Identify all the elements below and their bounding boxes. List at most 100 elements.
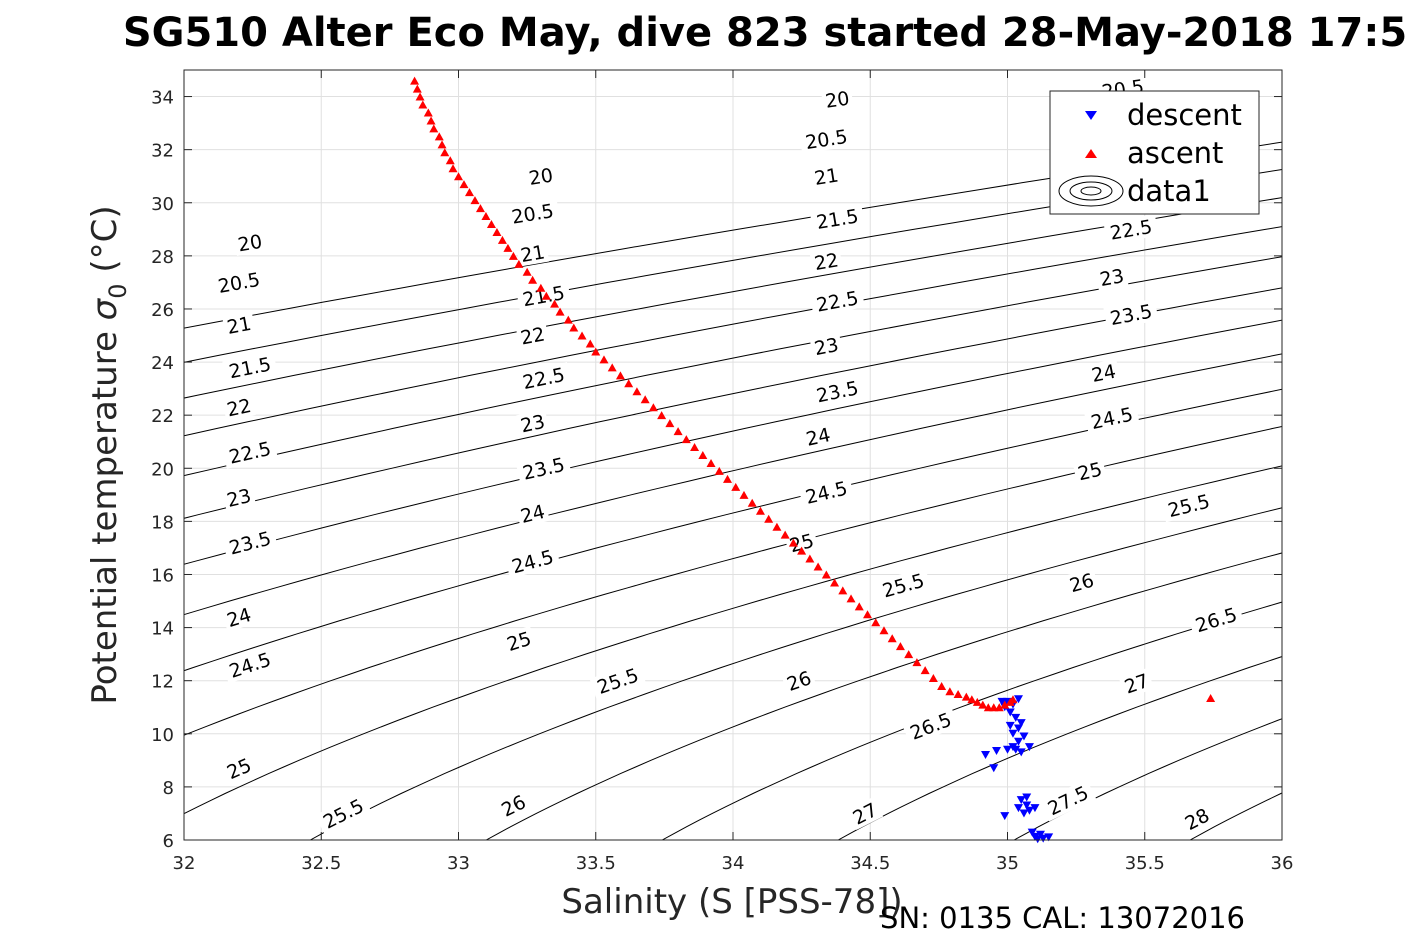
ascent-point xyxy=(937,682,947,690)
contour-label-bg xyxy=(220,752,258,785)
ascent-point xyxy=(920,666,930,675)
ascent-point xyxy=(945,687,955,696)
contour-label-bg xyxy=(781,665,817,697)
y-tick-label: 12 xyxy=(151,672,174,693)
contour-line xyxy=(184,141,1282,329)
contour-label-bg xyxy=(221,602,257,632)
contour-label: 22 xyxy=(813,249,841,275)
ascent-point xyxy=(410,76,420,85)
contour-label-group: 23 xyxy=(1095,263,1129,291)
ascent-point xyxy=(503,243,513,252)
contour-label: 22 xyxy=(519,323,547,349)
ascent-point xyxy=(821,570,831,579)
chart-title: SG510 Alter Eco May, dive 823 started 28… xyxy=(123,10,1407,56)
contour-label-bg xyxy=(515,239,550,267)
legend-ascent-marker xyxy=(1085,149,1097,158)
ascent-point xyxy=(813,562,823,571)
ascent-point xyxy=(412,84,422,93)
contour-label-group: 22.5 xyxy=(1103,214,1159,245)
contour-label-bg xyxy=(1064,567,1100,598)
contour-label-bg xyxy=(809,203,865,234)
contour-label: 22 xyxy=(225,395,253,422)
contour-label-bg xyxy=(515,321,550,350)
ascent-point xyxy=(1008,695,1018,704)
series-ascent xyxy=(410,76,1216,712)
ascent-point xyxy=(690,443,700,452)
y-tick-label: 26 xyxy=(151,300,174,321)
descent-point xyxy=(1013,804,1023,813)
ascent-point xyxy=(577,331,587,340)
x-tick-label: 33.5 xyxy=(576,853,616,874)
ascent-point xyxy=(569,323,579,332)
x-tick-label: 36 xyxy=(1271,853,1294,874)
descent-point xyxy=(989,764,999,773)
descent-point xyxy=(1035,830,1045,839)
ascent-point xyxy=(706,458,716,467)
series-descent xyxy=(981,695,1054,844)
y-tick-label: 30 xyxy=(151,194,174,215)
ascent-point xyxy=(739,490,749,499)
contour-label-group: 20 xyxy=(233,229,267,257)
contour-line xyxy=(184,319,1282,565)
contour-label-bg xyxy=(221,483,257,512)
ascent-point xyxy=(895,642,905,651)
ascent-point xyxy=(536,283,546,292)
contour-label: 21 xyxy=(813,164,840,190)
ascent-point xyxy=(731,482,741,491)
descent-point xyxy=(1016,748,1026,757)
contour-label-group: 20 xyxy=(524,162,558,190)
contour-label-bg xyxy=(515,362,572,394)
contour-label-bg xyxy=(221,525,278,560)
contour-label-group: 25 xyxy=(1072,456,1107,485)
descent-point xyxy=(1024,743,1034,752)
descent-point xyxy=(997,697,1007,706)
contour-label-group: 24 xyxy=(801,422,836,451)
y-axis-label-unit: (°C) xyxy=(85,205,125,283)
ascent-point xyxy=(445,156,455,165)
contour-label-bg xyxy=(222,435,278,469)
ascent-point xyxy=(871,618,881,627)
descent-point xyxy=(992,747,1002,756)
contour-label-bg xyxy=(233,229,267,256)
ascent-point xyxy=(681,435,691,444)
x-tick-label: 35 xyxy=(996,853,1019,874)
ascent-point xyxy=(755,506,765,515)
ascent-point xyxy=(928,674,938,683)
contour-label: 24 xyxy=(804,424,832,451)
contour-label: 20 xyxy=(236,231,264,257)
contour-label-bg xyxy=(524,162,558,190)
x-tick-label: 32 xyxy=(173,853,196,874)
contour-label-bg xyxy=(809,332,844,360)
ascent-point xyxy=(854,602,864,611)
legend-contour-icon xyxy=(1058,175,1124,207)
contour-labels: 20202020.520.520.520.521212121.521.521.5… xyxy=(211,74,1245,836)
y-axis-ticks: 6 8 10 12 14 16 18 20 22 24 26 28 30 32 34 xyxy=(151,88,1282,852)
contour-line xyxy=(184,465,1282,815)
ascent-point xyxy=(846,594,856,603)
x-tick-label: 32.5 xyxy=(301,853,341,874)
contour-label-group: 21 xyxy=(515,239,550,267)
ascent-point xyxy=(615,371,625,380)
ascent-point xyxy=(673,427,683,436)
contour-label-bg xyxy=(515,409,550,438)
y-tick-label: 18 xyxy=(151,512,174,533)
contour-label-bg xyxy=(1086,358,1121,387)
contour-label-bg xyxy=(315,791,372,835)
contour-label-bg xyxy=(501,625,537,656)
y-tick-label: 34 xyxy=(151,88,174,109)
contour-label-bg xyxy=(801,422,836,451)
ascent-point xyxy=(1206,693,1216,702)
ascent-point xyxy=(838,586,848,595)
contour-label-group: 25 xyxy=(501,625,537,656)
ascent-point xyxy=(470,196,480,205)
contour-label: 20 xyxy=(527,164,554,190)
ascent-point xyxy=(797,546,807,555)
contour-label: 25 xyxy=(1076,458,1105,485)
ascent-point xyxy=(454,172,463,181)
contour-line xyxy=(1013,718,1282,840)
contour-label-group: 23 xyxy=(809,332,844,360)
contour-label-group: 22 xyxy=(515,321,550,350)
descent-point xyxy=(1005,708,1015,717)
contour-label-bg xyxy=(495,789,532,822)
